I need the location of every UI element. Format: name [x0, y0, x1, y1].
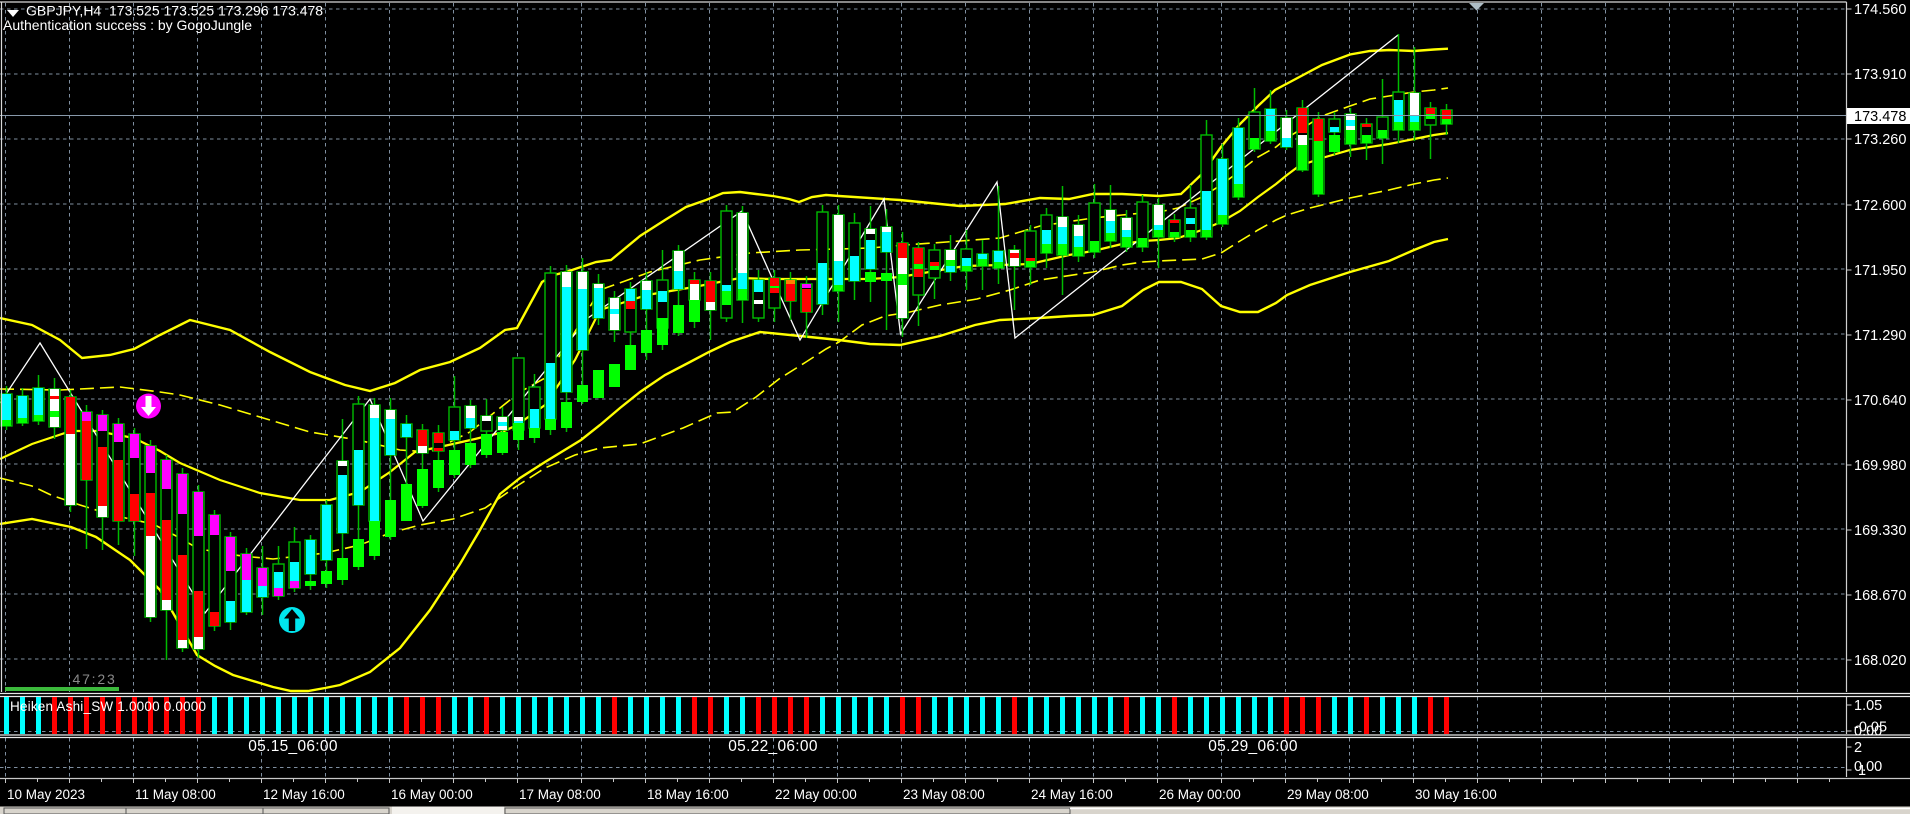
svg-text:1.05: 1.05: [1854, 698, 1882, 714]
svg-text:29 May 08:00: 29 May 08:00: [1287, 787, 1369, 802]
svg-text:171.950: 171.950: [1854, 263, 1906, 279]
svg-text:1: 1: [1858, 763, 1866, 779]
svg-text:05.29_06:00: 05.29_06:00: [1208, 738, 1298, 755]
svg-text:-0.05: -0.05: [1854, 720, 1887, 736]
svg-text:22 May 00:00: 22 May 00:00: [775, 787, 857, 802]
svg-text:16 May 00:00: 16 May 00:00: [391, 787, 473, 802]
svg-text:173.478: 173.478: [1854, 109, 1906, 125]
svg-text:2: 2: [1854, 740, 1862, 756]
svg-text:11 May 08:00: 11 May 08:00: [135, 787, 216, 802]
svg-text:05.22_06:00: 05.22_06:00: [728, 738, 818, 755]
svg-text:173.910: 173.910: [1854, 67, 1906, 83]
svg-text:174.560: 174.560: [1854, 2, 1906, 18]
svg-text:GBPJPY,H4 173.525 173.525 173: GBPJPY,H4 173.525 173.525 173.296 173.47…: [26, 3, 323, 19]
svg-text:12 May 16:00: 12 May 16:00: [263, 787, 345, 802]
svg-text:18 May 16:00: 18 May 16:00: [647, 787, 729, 802]
svg-text:05.15_06:00: 05.15_06:00: [248, 738, 338, 755]
svg-text:10 May 2023: 10 May 2023: [7, 787, 85, 802]
svg-text:47:23: 47:23: [73, 671, 117, 687]
svg-text:170.640: 170.640: [1854, 393, 1906, 409]
svg-text:168.670: 168.670: [1854, 588, 1906, 604]
svg-text:0.00: 0.00: [1854, 724, 1882, 740]
svg-text:168.020: 168.020: [1854, 653, 1906, 669]
svg-text:Authentication success : by Go: Authentication success : by GogoJungle: [3, 17, 252, 33]
svg-text:24 May 16:00: 24 May 16:00: [1031, 787, 1113, 802]
svg-text:23 May 08:00: 23 May 08:00: [903, 787, 985, 802]
svg-text:Heiken Ashi_SW 1.0000 0.0000: Heiken Ashi_SW 1.0000 0.0000: [10, 699, 206, 714]
svg-text:169.980: 169.980: [1854, 458, 1906, 474]
svg-text:169.330: 169.330: [1854, 523, 1906, 539]
svg-text:173.260: 173.260: [1854, 132, 1906, 148]
svg-text:0.00: 0.00: [1854, 759, 1882, 775]
svg-text:26 May 00:00: 26 May 00:00: [1159, 787, 1241, 802]
svg-text:171.290: 171.290: [1854, 328, 1906, 344]
svg-text:172.600: 172.600: [1854, 198, 1906, 214]
svg-text:30 May 16:00: 30 May 16:00: [1415, 787, 1497, 802]
svg-text:17 May 08:00: 17 May 08:00: [519, 787, 601, 802]
